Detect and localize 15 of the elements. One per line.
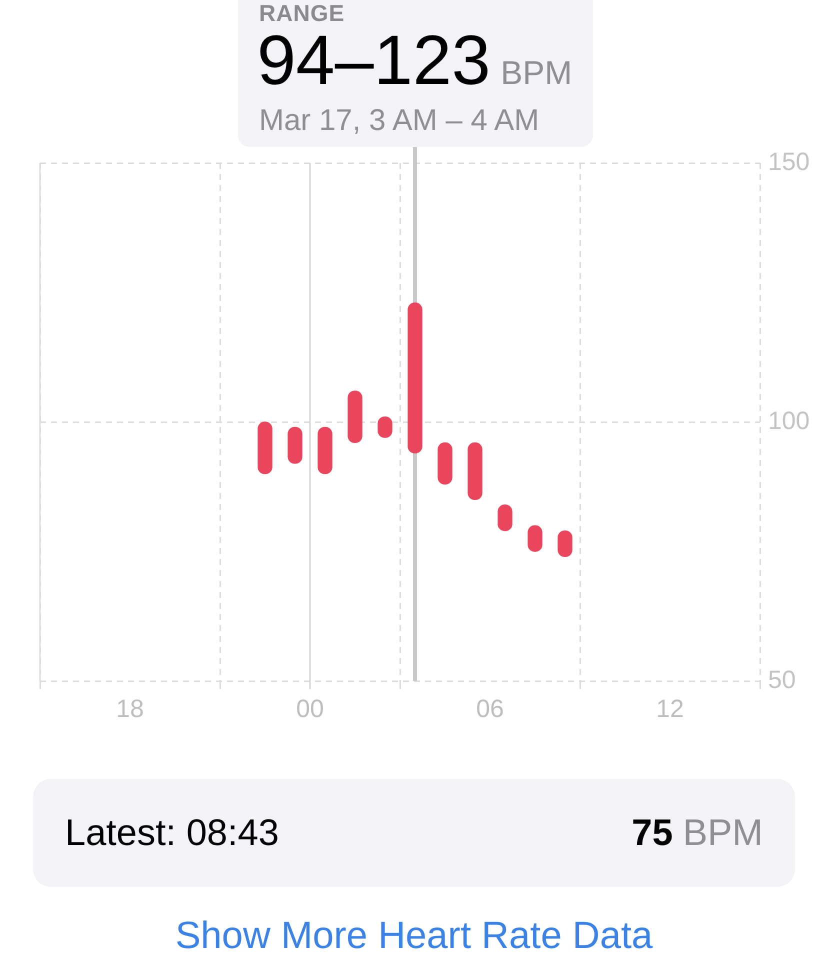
- y-tick-label: 100: [768, 406, 810, 435]
- bar: [258, 422, 272, 474]
- x-tick-label: 06: [476, 694, 504, 723]
- bar: [468, 442, 482, 500]
- x-tick-label: 18: [116, 694, 144, 723]
- bar: [318, 426, 332, 474]
- x-tick-label: 00: [296, 694, 324, 723]
- bar: [408, 302, 422, 454]
- text: Show More Heart Rate Data: [175, 915, 653, 957]
- x-tick-label: 12: [656, 694, 684, 723]
- tooltip-box: RANGE 94–123 BPM Mar 17, 3 AM – 4 AM: [238, 0, 593, 147]
- bar: [348, 390, 362, 444]
- y-tick-label: 50: [768, 666, 796, 694]
- reading-card: Latest: 08:43 75 BPM: [33, 779, 795, 887]
- y-tick-label: 150: [768, 148, 810, 176]
